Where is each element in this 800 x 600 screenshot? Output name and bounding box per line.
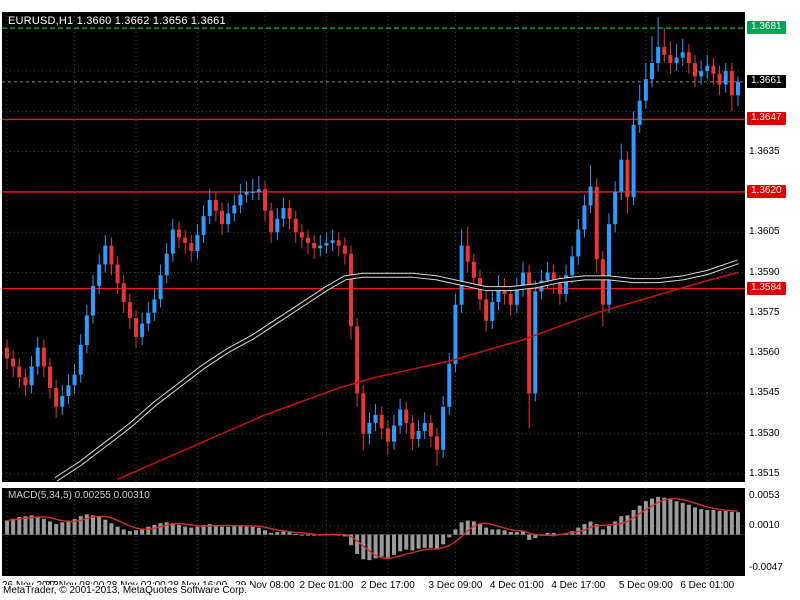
macd-signal-line <box>6 498 739 560</box>
price-chart-panel[interactable] <box>2 12 745 482</box>
time-label: 29 Nov 08:00 <box>235 580 295 591</box>
price-badge-red: 1.3620 <box>747 184 786 198</box>
macd-axis-label: 0.0053 <box>749 490 780 501</box>
macd-axis-label: -0.0047 <box>749 562 783 573</box>
price-tick-label: 1.3515 <box>749 467 780 479</box>
price-badge-black: 1.3661 <box>747 74 786 88</box>
candles <box>5 17 740 466</box>
price-axis[interactable]: 1.3635 1.3605 1.3590 1.3575 1.3560 1.3545 1.35… <box>745 0 800 600</box>
time-label: 2 Dec 17:00 <box>360 580 415 591</box>
moving-average-red <box>117 271 739 480</box>
macd-histogram <box>5 496 740 561</box>
symbol-ohlc-header: EURUSD,H1 1.3660 1.3662 1.3656 1.3661 <box>8 15 226 27</box>
macd-indicator-panel[interactable] <box>2 488 745 576</box>
price-tick-label: 1.3605 <box>749 226 780 238</box>
price-tick-label: 1.3635 <box>749 145 780 157</box>
price-badge-red: 1.3584 <box>747 281 786 295</box>
moving-average-black <box>54 259 739 482</box>
price-badge-red: 1.3647 <box>747 112 786 126</box>
copyright-footer: MetaTrader, © 2001-2013, MetaQuotes Soft… <box>3 585 251 596</box>
time-label: 2 Dec 01:00 <box>299 580 354 591</box>
time-label: 4 Dec 01:00 <box>489 580 544 591</box>
time-label: 4 Dec 17:00 <box>551 580 606 591</box>
price-tick-label: 1.3590 <box>749 266 780 278</box>
price-tick-label: 1.3575 <box>749 306 780 318</box>
price-tick-label: 1.3530 <box>749 427 780 439</box>
price-badge-green: 1.3681 <box>747 21 786 35</box>
time-label: 6 Dec 01:00 <box>680 580 735 591</box>
time-label: 3 Dec 09:00 <box>428 580 483 591</box>
time-label: 5 Dec 09:00 <box>618 580 673 591</box>
macd-axis-label: 0.0010 <box>749 519 780 531</box>
price-tick-label: 1.3545 <box>749 387 780 399</box>
price-chart-canvas[interactable] <box>2 12 745 482</box>
macd-canvas[interactable] <box>2 488 745 576</box>
macd-indicator-label: MACD(5,34,5) 0.00255 0.00310 <box>8 490 150 501</box>
grid-lines <box>2 12 745 482</box>
price-tick-label: 1.3560 <box>749 347 780 359</box>
